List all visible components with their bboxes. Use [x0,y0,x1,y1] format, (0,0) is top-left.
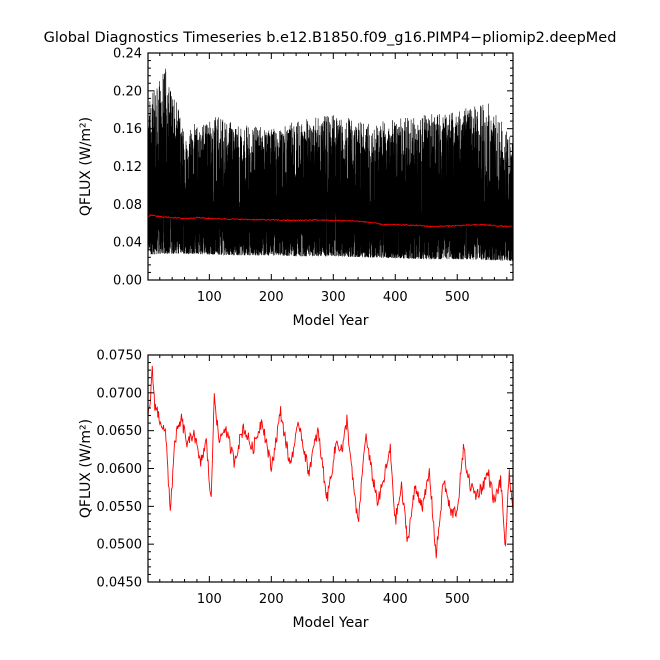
top-panel-x-tick-label: 100 [197,290,222,305]
top-panel-plot-area [148,68,513,261]
top-panel-y-tick-label: 0.24 [113,47,142,62]
bottom-panel-x-tick-label: 400 [383,592,408,607]
bottom-panel-y-tick-label: 0.0450 [97,576,143,591]
bottom-panel-y-tick-label: 0.0550 [97,500,143,515]
top-panel-series-monthly [148,68,513,261]
bottom-panel-y-tick-label: 0.0500 [97,538,143,553]
top-panel-x-tick-label: 500 [445,290,470,305]
top-panel-y-tick-label: 0.20 [113,84,142,99]
top-panel-y-axis-label: QFLUX (W/m²) [78,117,94,216]
top-panel-x-tick-label: 300 [321,290,346,305]
top-panel-x-tick-label: 400 [383,290,408,305]
bottom-panel-x-tick-label: 500 [445,592,470,607]
bottom-panel-y-tick-label: 0.0750 [97,349,143,364]
bottom-panel-y-tick-label: 0.0700 [97,386,143,401]
bottom-panel-y-tick-label: 0.0650 [97,424,143,439]
top-panel-y-tick-label: 0.16 [113,122,142,137]
bottom-panel-y-tick-label: 0.0600 [97,462,143,477]
top-panel-series-annual [148,214,513,228]
top-panel-y-tick-label: 0.04 [113,236,142,251]
bottom-panel-plot-area [148,365,513,559]
bottom-panel-frame [147,354,514,583]
bottom-panel-x-tick-label: 100 [197,592,222,607]
bottom-panel-x-axis-label: Model Year [292,615,368,631]
bottom-panel-series-annual [148,365,513,559]
bottom-panel: 100 200 300 400 500 0.0450 0.0500 0.0550 0.0600 0… [78,349,514,631]
top-panel-y-tick-label: 0.08 [113,198,142,213]
top-panel-y-tick-label: 0.00 [113,274,142,289]
bottom-panel-y-axis-label: QFLUX (W/m²) [78,419,94,518]
top-panel-y-tick-label: 0.12 [113,160,142,175]
top-panel-x-axis-label: Model Year [292,313,368,329]
top-panel: 100 200 300 400 500 0.00 0.04 0.08 0.12 0.16 0.20 0… [78,47,514,329]
bottom-panel-x-tick-label: 200 [259,592,284,607]
top-panel-x-tick-label: 200 [259,290,284,305]
figure-title: Global Diagnostics Timeseries b.e12.B185… [44,30,617,46]
bottom-panel-x-tick-label: 300 [321,592,346,607]
